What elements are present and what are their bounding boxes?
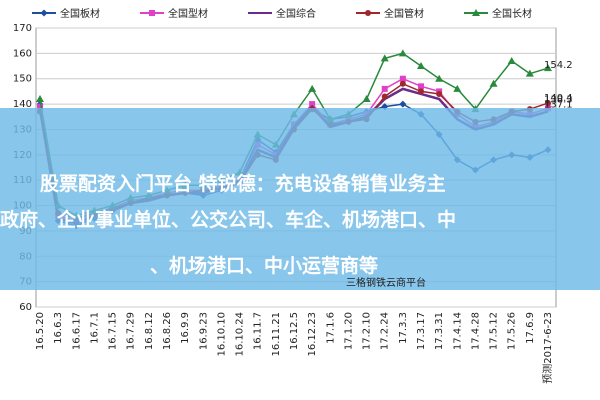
data-label: 137.1	[544, 99, 573, 110]
x-tick-label: 16.7.1	[89, 312, 100, 344]
x-tick-label: 16.8.26	[162, 312, 173, 350]
data-label: 140.4	[544, 93, 573, 104]
x-tick-label: 16.11.21	[271, 312, 282, 357]
x-tick-label: 17.1.6	[325, 312, 336, 344]
overlay-text: 股票配资入门平台 特锐德：充电设备销售业务主	[40, 172, 446, 195]
y-tick-label: 140	[13, 99, 32, 110]
y-tick-label: 150	[13, 74, 32, 85]
x-tick-label: 17.6.9	[525, 312, 536, 344]
x-tick-label: 17.3.31	[434, 312, 445, 350]
marker	[435, 74, 444, 82]
x-tick-label: 16.9.23	[198, 312, 209, 350]
marker	[362, 95, 371, 103]
x-tick-label: 17.5.12	[489, 312, 500, 350]
marker	[381, 85, 388, 92]
x-tick-label: 16.10.10	[216, 312, 227, 357]
data-label: 138.3	[544, 94, 573, 105]
marker	[365, 10, 371, 16]
marker	[472, 9, 480, 16]
overlay-text: 政府、企业事业单位、公交公司、车企、机场港口、中	[0, 208, 456, 231]
marker	[398, 49, 407, 57]
x-tick-label: 16.10.24	[235, 312, 246, 357]
marker	[436, 90, 443, 97]
legend-label: 全国管材	[384, 7, 424, 20]
x-tick-label: 16.8.12	[144, 312, 155, 350]
x-tick-label: 16.7.29	[126, 312, 137, 350]
marker	[309, 101, 316, 108]
marker	[399, 75, 406, 82]
x-tick-label: 16.9.9	[180, 312, 191, 344]
x-tick-label: 17.3.17	[416, 312, 427, 350]
marker	[40, 9, 48, 17]
marker	[507, 56, 516, 64]
y-tick-label: 170	[13, 23, 32, 34]
marker	[418, 83, 424, 90]
marker	[36, 95, 44, 103]
y-tick-label: 160	[13, 48, 32, 59]
marker	[417, 62, 425, 70]
x-tick-label: 17.5.26	[507, 312, 518, 350]
watermark: 三格钢铁云商平台	[346, 276, 426, 289]
marker	[308, 84, 317, 92]
marker	[149, 10, 155, 16]
x-tick-label: 16.12.5	[289, 312, 300, 350]
legend-label: 全国综合	[276, 7, 316, 20]
marker	[381, 93, 388, 100]
overlay-banner	[0, 108, 600, 290]
marker	[399, 80, 406, 87]
marker	[544, 64, 552, 72]
x-tick-label: 16.5.20	[35, 312, 46, 350]
x-tick-label: 16.12.23	[307, 312, 318, 357]
x-tick-label: 17.3.3	[398, 312, 409, 344]
marker	[418, 88, 424, 95]
x-tick-label: 17.2.10	[362, 312, 373, 350]
marker	[399, 100, 407, 108]
x-tick-label: 16.6.3	[53, 312, 64, 344]
legend-label: 全国型材	[168, 7, 208, 20]
marker	[380, 54, 389, 62]
x-tick-label: 17.2.24	[380, 312, 391, 350]
marker	[525, 69, 534, 77]
y-tick-label: 60	[19, 302, 32, 313]
marker	[453, 84, 462, 92]
x-tick-label: 17.4.28	[470, 312, 481, 350]
x-tick-label: 16.6.17	[71, 312, 82, 350]
marker	[489, 79, 498, 87]
x-tick-label: 17.1.20	[343, 312, 354, 350]
x-tick-label: 16.11.7	[253, 312, 264, 350]
legend-label: 全国板材	[60, 7, 100, 20]
marker	[545, 100, 551, 107]
legend-label: 全国长材	[492, 7, 532, 20]
overlay-text: 、机场港口、中小运营商等	[150, 254, 378, 277]
x-tick-label: 16.7.15	[108, 312, 119, 350]
x-tick-label: 17.4.14	[452, 312, 463, 350]
data-label: 154.2	[544, 60, 573, 71]
x-tick-label: 预测2017-6-23	[541, 312, 554, 384]
marker	[37, 103, 43, 110]
